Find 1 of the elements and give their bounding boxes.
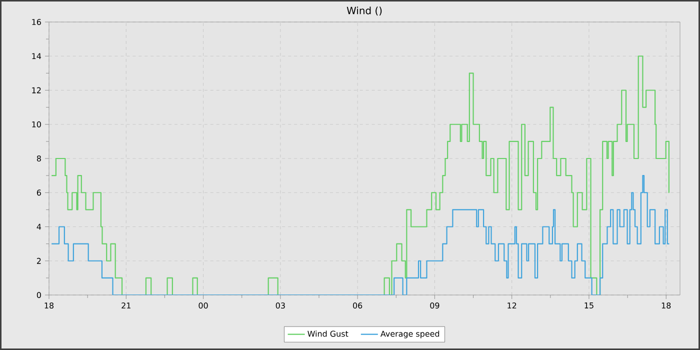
chart-title: Wind () xyxy=(346,6,382,16)
